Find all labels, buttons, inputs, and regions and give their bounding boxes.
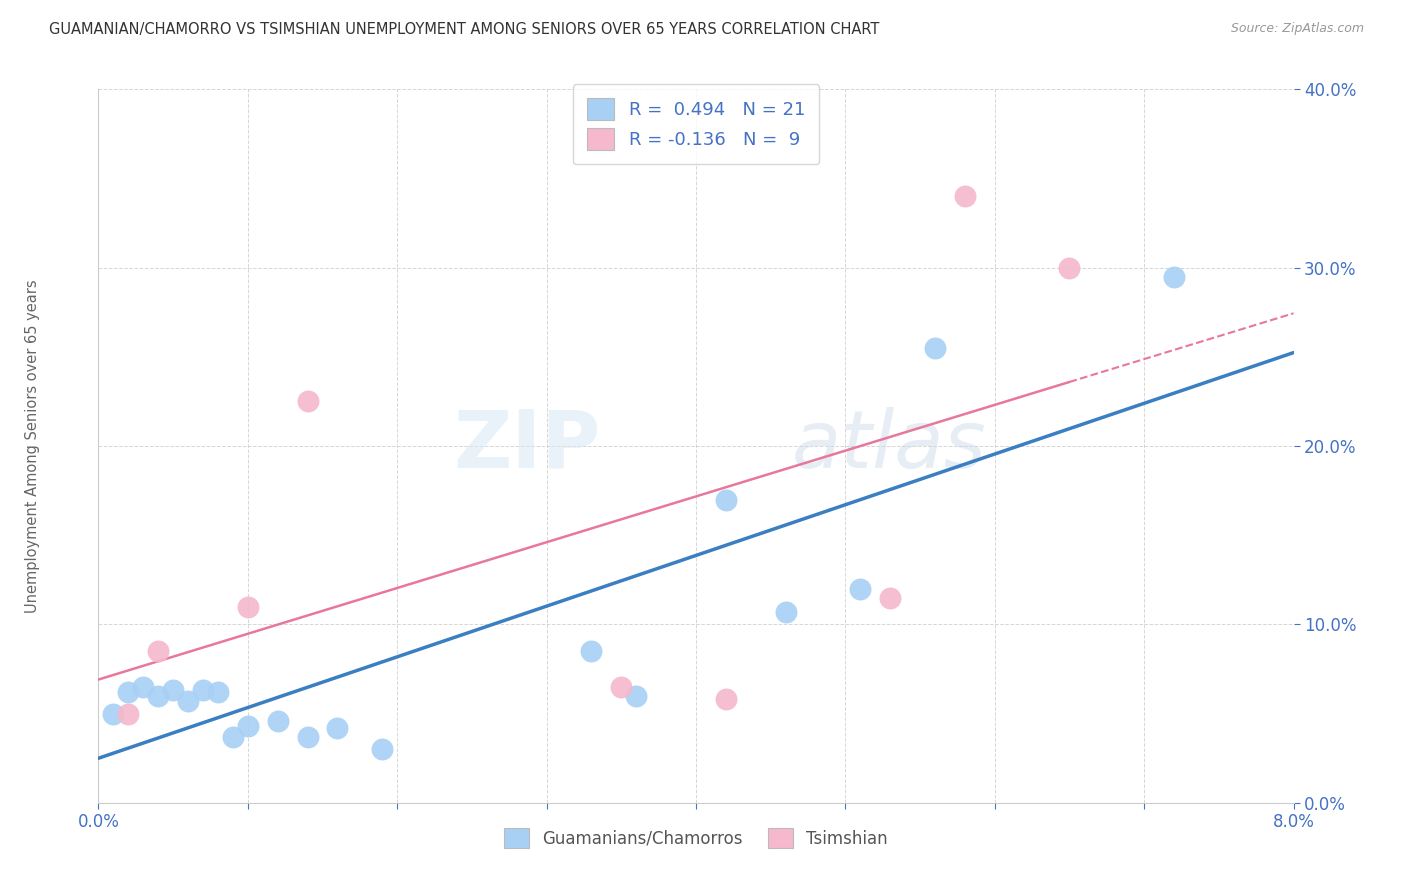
Point [953,189,976,203]
Point [879,591,901,605]
Point [103,706,125,721]
Legend: Guamanians/Chamorros, Tsimshian: Guamanians/Chamorros, Tsimshian [498,822,894,855]
Text: atlas: atlas [792,407,987,485]
Point [714,692,737,706]
Point [148,689,170,703]
Text: GUAMANIAN/CHAMORRO VS TSIMSHIAN UNEMPLOYMENT AMONG SENIORS OVER 65 YEARS CORRELA: GUAMANIAN/CHAMORRO VS TSIMSHIAN UNEMPLOY… [49,22,880,37]
Point [626,689,648,703]
Point [775,605,797,619]
Point [1059,260,1081,275]
Point [132,680,155,694]
Text: ZIP: ZIP [453,407,600,485]
Text: Unemployment Among Seniors over 65 years: Unemployment Among Seniors over 65 years [25,279,41,613]
Point [714,492,737,507]
Point [117,685,139,699]
Text: Source: ZipAtlas.com: Source: ZipAtlas.com [1230,22,1364,36]
Point [236,599,259,614]
Point [162,683,184,698]
Point [191,683,214,698]
Point [297,730,319,744]
Point [581,644,603,658]
Point [297,394,319,409]
Point [1163,269,1185,284]
Point [267,714,290,728]
Point [177,694,200,708]
Point [222,730,245,744]
Point [117,706,139,721]
Point [148,644,170,658]
Point [371,742,394,756]
Point [236,719,259,733]
Point [610,680,633,694]
Point [849,582,872,596]
Point [924,341,946,355]
Point [207,685,229,699]
Point [326,721,349,735]
